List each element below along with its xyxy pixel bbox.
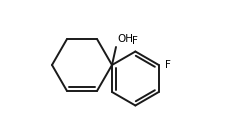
Text: OH: OH [117,34,133,44]
Text: F: F [165,60,171,70]
Text: F: F [132,36,138,45]
